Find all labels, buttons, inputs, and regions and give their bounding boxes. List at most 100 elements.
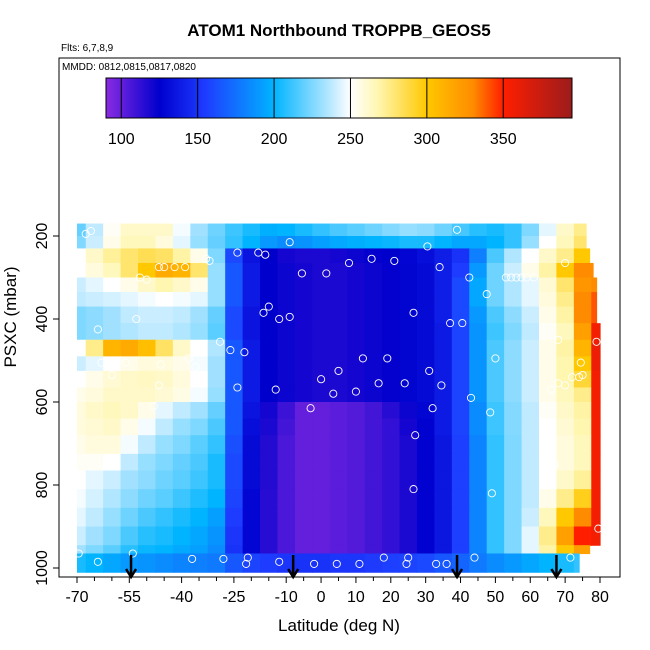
heatmap-cell (242, 545, 261, 555)
x-tick-label: -40 (170, 589, 193, 606)
heatmap-cell (312, 370, 331, 389)
heatmap-cell (538, 223, 558, 237)
x-axis-label: Latitude (deg N) (278, 616, 400, 635)
heatmap-cell (138, 453, 157, 472)
heatmap-cell (556, 223, 575, 237)
observation-point (154, 263, 163, 272)
colorbar-tick-label: 300 (414, 131, 441, 148)
heatmap-cell (260, 507, 279, 528)
heatmap-cell (103, 277, 122, 293)
heatmap-cell (172, 370, 191, 389)
heatmap-cell (138, 507, 157, 528)
heatmap-cell (312, 339, 331, 357)
heatmap-cell (294, 418, 313, 436)
heatmap-cell (451, 262, 470, 279)
heatmap-cell (504, 323, 523, 341)
heatmap-cell (207, 470, 226, 490)
heatmap-cell (538, 402, 558, 420)
heatmap-cell (120, 323, 139, 341)
heatmap-cell (486, 277, 505, 293)
heatmap-cell (573, 236, 587, 250)
heatmap-cell (242, 236, 261, 250)
heatmap-cell (399, 323, 418, 341)
heatmap-cell (277, 339, 296, 357)
heatmap-cell (103, 402, 122, 420)
heatmap-cell (347, 489, 366, 509)
observation-point (355, 559, 364, 568)
heatmap-cell (312, 292, 331, 308)
heatmap-cell (294, 470, 313, 490)
heatmap-cell (155, 277, 174, 293)
heatmap-cell (364, 553, 383, 573)
heatmap-cell (399, 507, 418, 528)
heatmap-cell (120, 402, 139, 420)
heatmap-cell (155, 545, 174, 555)
heatmap-cell (347, 277, 366, 293)
heatmap-cell (347, 223, 366, 237)
heatmap-cell (207, 323, 226, 341)
observation-point (428, 404, 437, 413)
observation-point (285, 312, 294, 321)
heatmap-cell (573, 262, 592, 279)
heatmap-cell (573, 370, 592, 389)
heatmap-cell (103, 507, 122, 528)
heatmap-cell (347, 470, 366, 490)
observation-point (554, 335, 563, 344)
heatmap-cell (486, 526, 505, 546)
heatmap-cell (85, 370, 104, 389)
heatmap-cell (521, 236, 540, 250)
heatmap-cell (155, 339, 174, 357)
heatmap-cell (103, 306, 122, 324)
heatmap-cell (103, 248, 122, 264)
heatmap-cell (329, 292, 348, 308)
observation-point (374, 379, 383, 388)
heatmap-cell (207, 262, 226, 279)
heatmap-cell (120, 223, 139, 237)
heatmap-cell (85, 306, 104, 324)
observation-point (517, 273, 526, 282)
heatmap-cell (416, 387, 435, 403)
heatmap-cell (504, 418, 523, 436)
heatmap-cell (486, 339, 505, 357)
heatmap-cell (242, 387, 261, 403)
heatmap-cell (77, 435, 87, 455)
heatmap-cell (242, 453, 261, 472)
heatmap-cell (277, 453, 296, 472)
heatmap-cell (155, 292, 174, 308)
heatmap-cell (416, 223, 435, 237)
heatmap-cell (190, 526, 209, 546)
heatmap-cell (364, 339, 383, 357)
plot-frame (58, 57, 621, 578)
y-tick-label: 200 (34, 223, 51, 250)
heatmap-cell (155, 248, 174, 264)
heatmap-cell (416, 248, 435, 264)
heatmap-cell (120, 236, 139, 250)
heatmap-cell (77, 306, 87, 324)
heatmap-cell (591, 435, 601, 455)
heatmap-cell (294, 435, 313, 455)
heatmap-cell (242, 248, 261, 264)
heatmap-cell (399, 262, 418, 279)
heatmap-cell (486, 323, 505, 341)
heatmap-cell (538, 356, 558, 372)
heatmap-cell (504, 507, 523, 528)
heatmap-cell (260, 545, 279, 555)
heatmap-cell (155, 223, 174, 237)
heatmap-cell (573, 248, 591, 264)
heatmap-cell (77, 223, 87, 237)
heatmap-cell (573, 435, 592, 455)
heatmap-cell (416, 545, 435, 555)
heatmap-cell (225, 545, 244, 555)
heatmap-cell (225, 507, 244, 528)
heatmap-cell (434, 223, 453, 237)
heatmap-cell (451, 339, 470, 357)
heatmap-cell (504, 545, 523, 555)
heatmap-cell (434, 323, 453, 341)
heatmap-cell (294, 339, 313, 357)
heatmap-cell (138, 553, 157, 573)
heatmap-cell (434, 545, 453, 555)
heatmap-cell (364, 306, 383, 324)
observation-point (317, 375, 326, 384)
heatmap-cell (312, 418, 331, 436)
heatmap-cell (504, 526, 523, 546)
